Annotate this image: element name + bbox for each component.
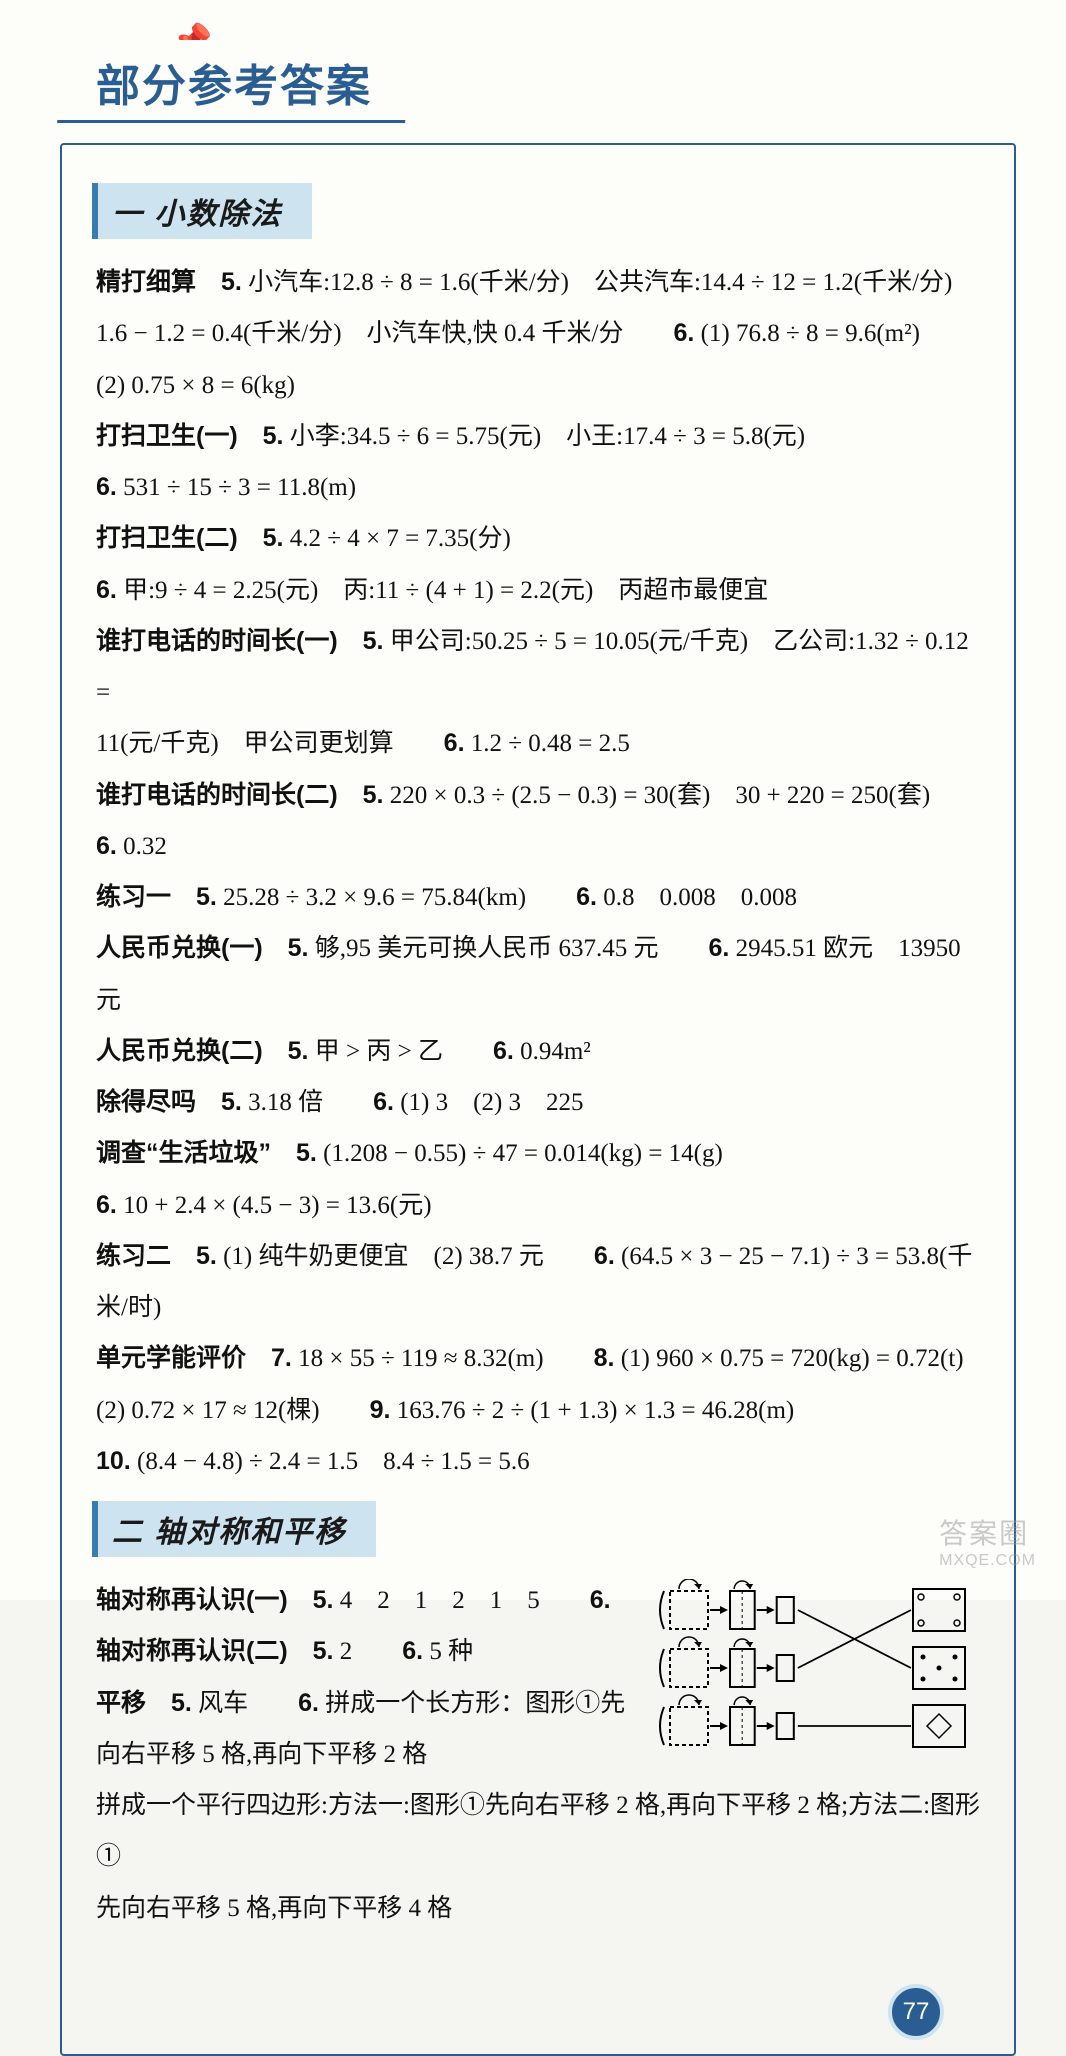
line: 6. 0.32	[96, 821, 984, 872]
watermark-line1: 答案圈	[939, 1518, 1029, 1549]
folding-diagram	[658, 1579, 978, 1759]
line: 人民币兑换(二) 5. 甲 > 丙 > 乙 6. 0.94m²	[96, 1026, 984, 1077]
page-title: 部分参考答案	[57, 40, 411, 123]
line: 打扫卫生(二) 5. 4.2 ÷ 4 × 7 = 7.35(分)	[96, 513, 984, 564]
line: 11(元/千克) 甲公司更划算 6. 1.2 ÷ 0.48 = 2.5	[96, 718, 984, 769]
watermark-line2: MXQE.COM	[939, 1552, 1036, 1570]
section-header-1: 一 小数除法	[92, 183, 312, 239]
line: 单元学能评价 7. 18 × 55 ÷ 119 ≈ 8.32(m) 8. (1)…	[96, 1333, 984, 1384]
content-border: 一 小数除法 精打细算 5. 小汽车:12.8 ÷ 8 = 1.6(千米/分) …	[60, 143, 1016, 2056]
page-number: 77	[888, 1984, 944, 2040]
section-2-content: 轴对称再认识(一) 5. 4 2 1 2 1 5 6. 轴对称再认识(二) 5.…	[92, 1575, 984, 1934]
line: 6. 甲:9 ÷ 4 = 2.25(元) 丙:11 ÷ (4 + 1) = 2.…	[96, 565, 984, 616]
line: 练习一 5. 25.28 ÷ 3.2 × 9.6 = 75.84(km) 6. …	[96, 872, 984, 923]
line: 人民币兑换(一) 5. 够,95 美元可换人民币 637.45 元 6. 294…	[96, 923, 984, 1026]
line: 练习二 5. (1) 纯牛奶更便宜 (2) 38.7 元 6. (64.5 × …	[96, 1231, 984, 1334]
section-1-content: 精打细算 5. 小汽车:12.8 ÷ 8 = 1.6(千米/分) 公共汽车:14…	[92, 257, 984, 1487]
line: 6. 10 + 2.4 × (4.5 − 3) = 13.6(元)	[96, 1180, 984, 1231]
section-header-2: 二 轴对称和平移	[92, 1501, 376, 1557]
title-banner: 📌 部分参考答案	[60, 40, 1016, 123]
line: 先向右平移 5 格,再向下平移 4 格	[96, 1883, 984, 1934]
line: 1.6 − 1.2 = 0.4(千米/分) 小汽车快,快 0.4 千米/分 6.…	[96, 308, 984, 359]
line: (2) 0.72 × 17 ≈ 12(棵) 9. 163.76 ÷ 2 ÷ (1…	[96, 1385, 984, 1436]
line: 6. 531 ÷ 15 ÷ 3 = 11.8(m)	[96, 462, 984, 513]
line: 精打细算 5. 小汽车:12.8 ÷ 8 = 1.6(千米/分) 公共汽车:14…	[96, 257, 984, 308]
line: (2) 0.75 × 8 = 6(kg)	[96, 360, 984, 411]
line: 调查“生活垃圾” 5. (1.208 − 0.55) ÷ 47 = 0.014(…	[96, 1128, 984, 1179]
line: 打扫卫生(一) 5. 小李:34.5 ÷ 6 = 5.75(元) 小王:17.4…	[96, 411, 984, 462]
page: 📌 部分参考答案 一 小数除法 精打细算 5. 小汽车:12.8 ÷ 8 = 1…	[0, 0, 1066, 1600]
watermark: 答案圈 MXQE.COM	[939, 1512, 1036, 1570]
line: 10. (8.4 − 4.8) ÷ 2.4 = 1.5 8.4 ÷ 1.5 = …	[96, 1436, 984, 1487]
line: 谁打电话的时间长(二) 5. 220 × 0.3 ÷ (2.5 − 0.3) =…	[96, 770, 984, 821]
line: 拼成一个平行四边形:方法一:图形①先向右平移 2 格,再向下平移 2 格;方法二…	[96, 1780, 984, 1883]
line: 谁打电话的时间长(一) 5. 甲公司:50.25 ÷ 5 = 10.05(元/千…	[96, 616, 984, 719]
line: 除得尽吗 5. 3.18 倍 6. (1) 3 (2) 3 225	[96, 1077, 984, 1128]
